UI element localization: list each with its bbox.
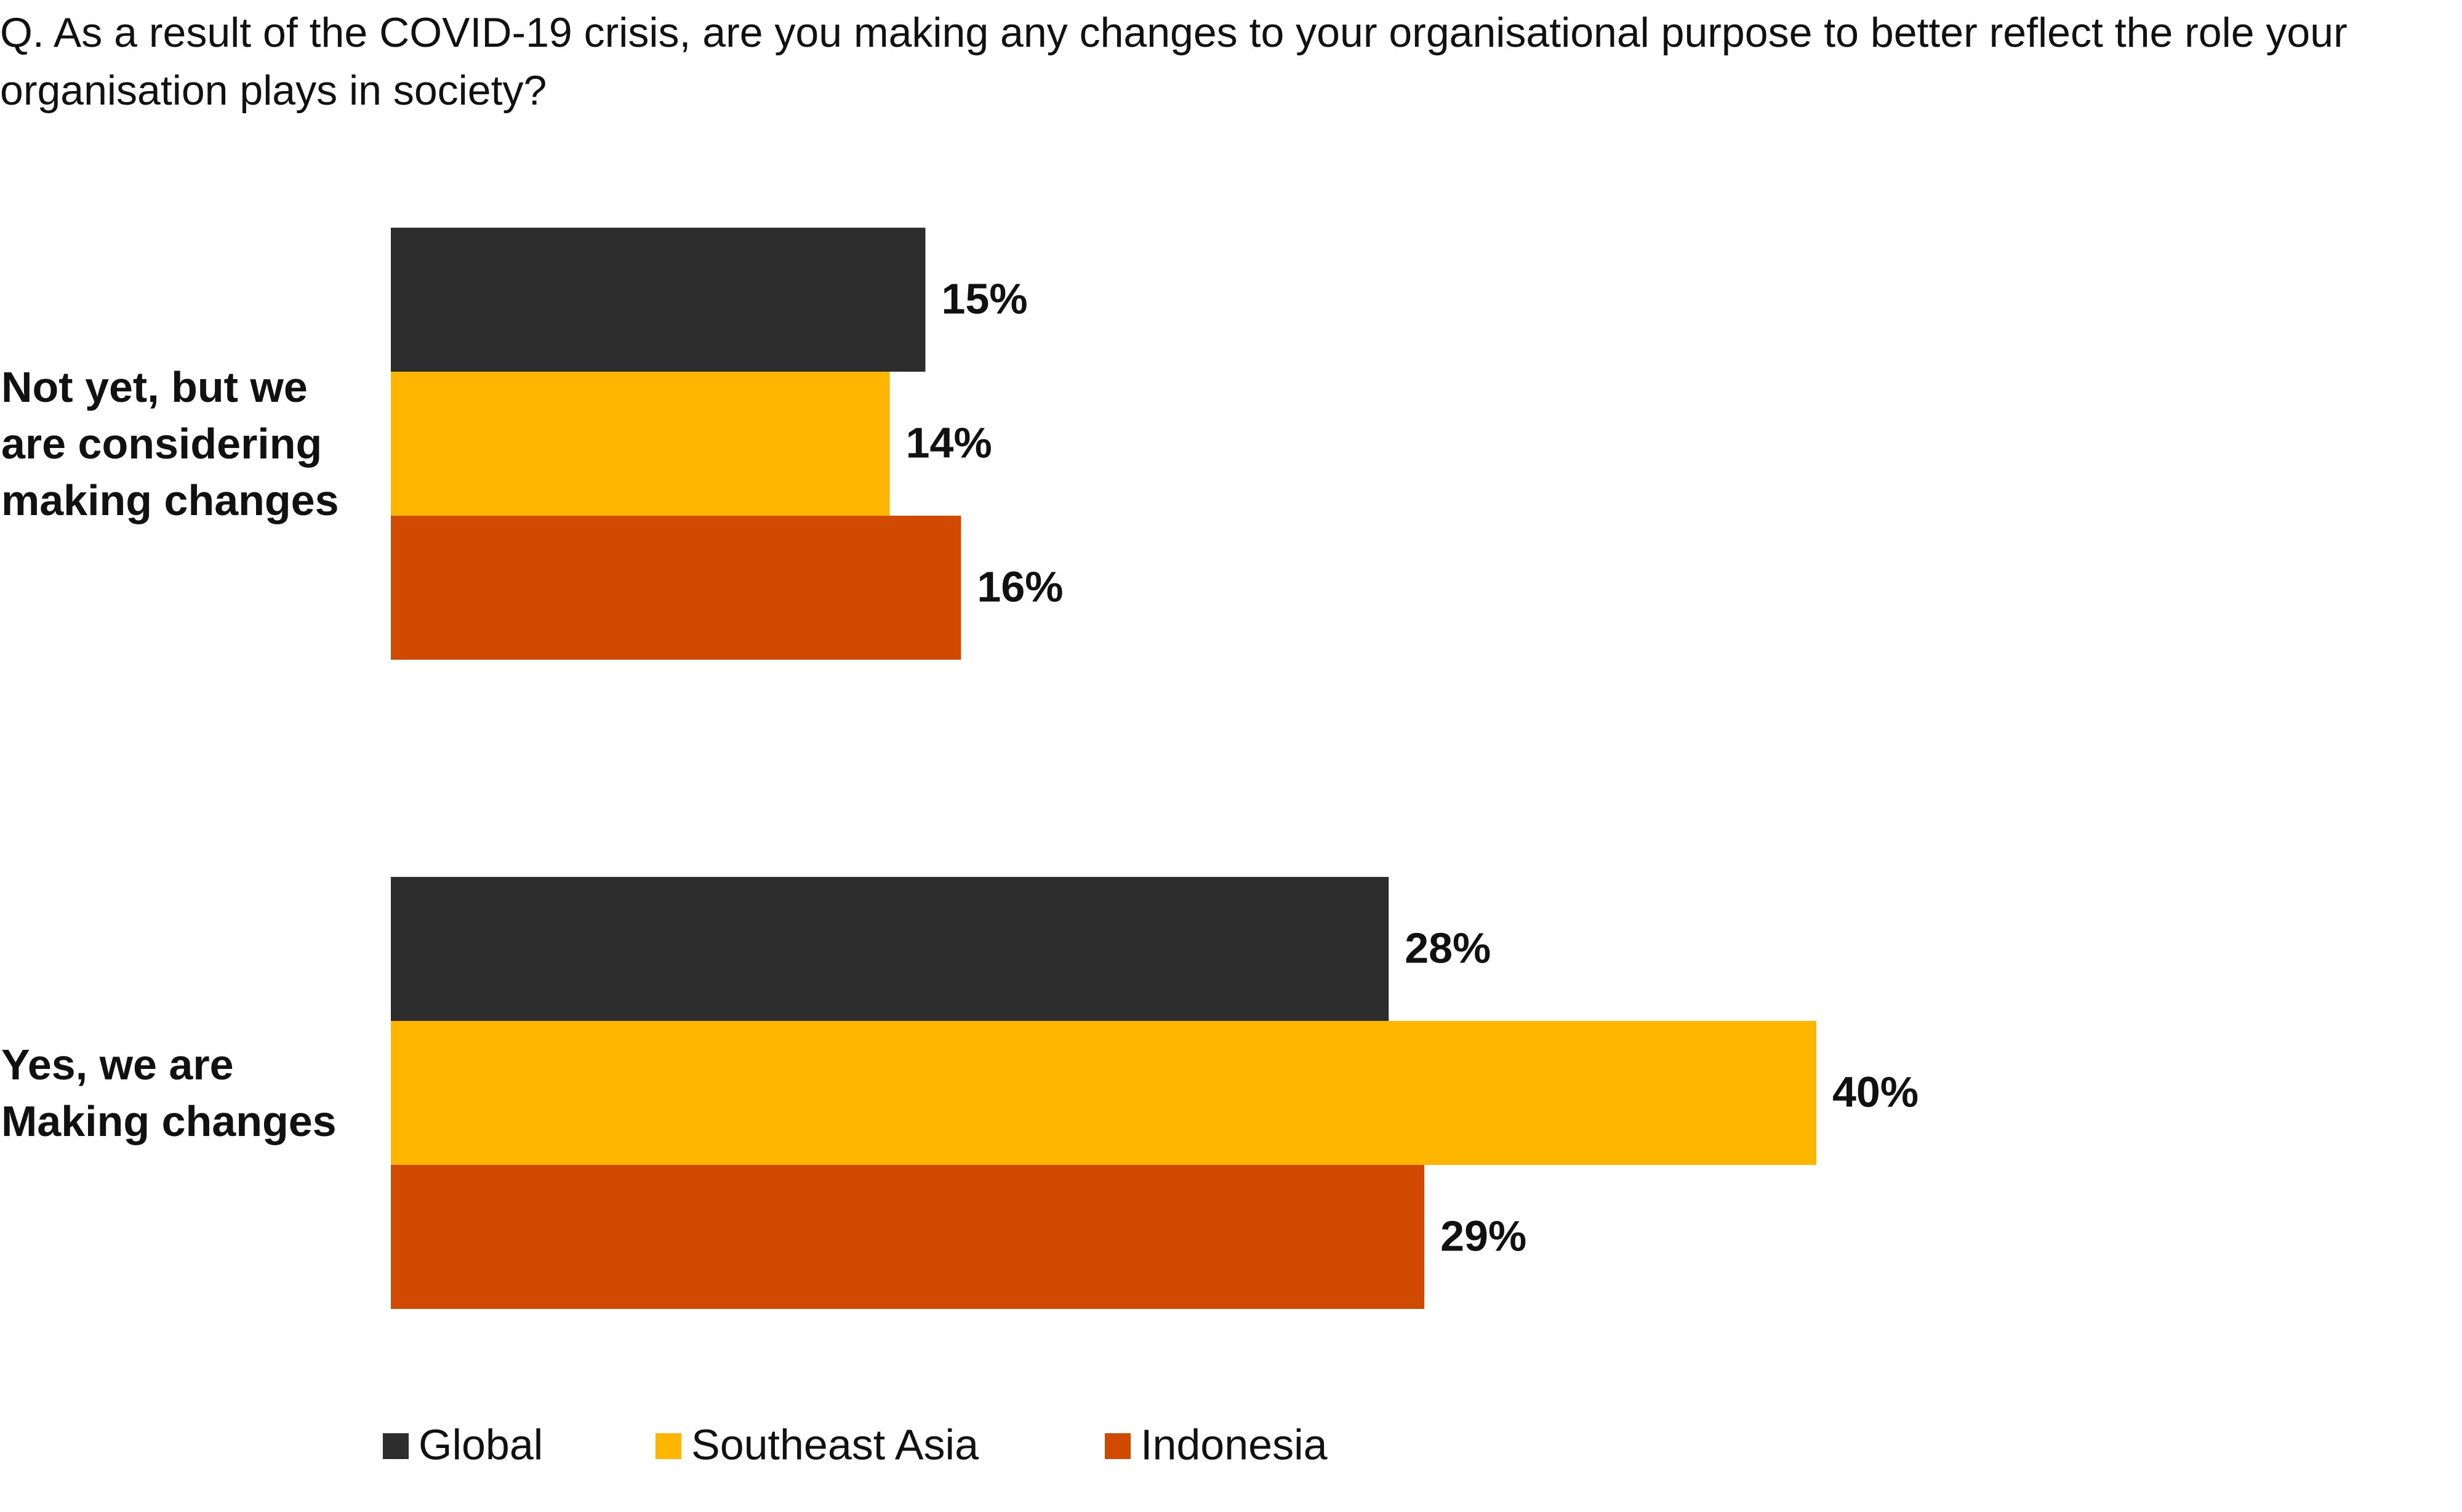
legend-swatch xyxy=(656,1433,681,1459)
value-label: 15% xyxy=(942,274,1028,322)
value-label: 40% xyxy=(1832,1068,1919,1116)
legend-swatch xyxy=(383,1433,409,1459)
legend-label: Global xyxy=(419,1420,543,1468)
bar xyxy=(391,877,1389,1021)
legend-label: Southeast Asia xyxy=(691,1420,979,1468)
bar xyxy=(391,228,926,372)
bar xyxy=(391,1021,1816,1165)
value-label: 29% xyxy=(1440,1212,1526,1260)
bar xyxy=(391,372,890,516)
category-label: Yes, we are Making changes xyxy=(1,1041,337,1145)
legend-label: Indonesia xyxy=(1141,1420,1328,1468)
bar xyxy=(391,516,961,660)
value-label: 28% xyxy=(1405,924,1491,972)
chart-title: Q. As a result of the COVID-19 crisis, a… xyxy=(0,9,2348,114)
value-label: 16% xyxy=(977,562,1063,610)
bar xyxy=(391,1165,1425,1309)
value-label: 14% xyxy=(906,418,992,466)
legend-swatch xyxy=(1105,1433,1131,1459)
category-label: Not yet, but we are considering making c… xyxy=(1,363,339,524)
